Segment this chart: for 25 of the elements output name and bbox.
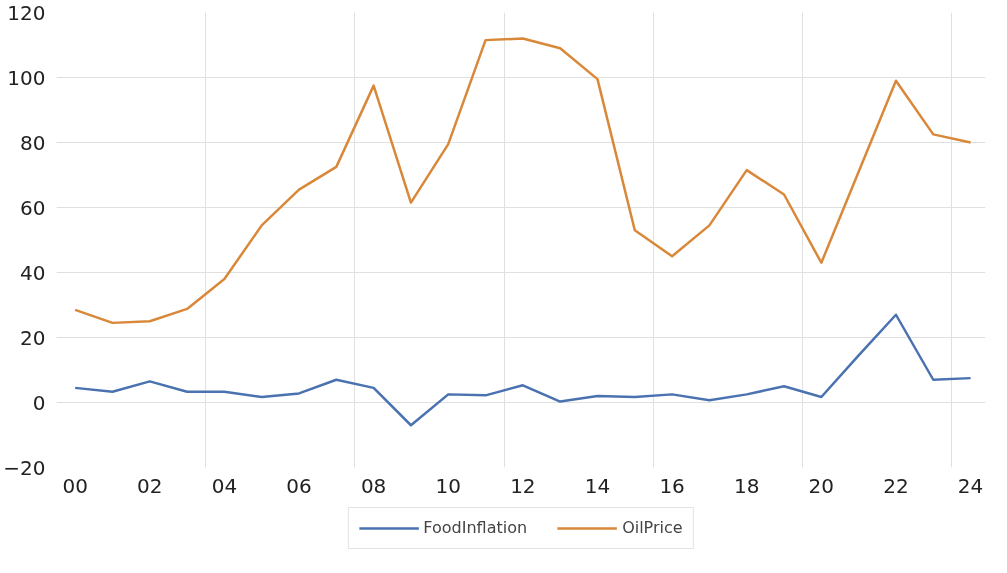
x-tick-label: 04 — [211, 473, 238, 498]
y-tick-label: 20 — [20, 325, 46, 350]
y-tick-label: 60 — [20, 195, 46, 220]
y-tick-label: 0 — [32, 390, 46, 415]
x-tick-label: 24 — [957, 473, 984, 498]
y-tick-label: 40 — [20, 260, 46, 285]
x-tick-label: 18 — [734, 473, 760, 498]
x-tick-label: 12 — [510, 473, 536, 498]
x-tick-label: 08 — [360, 473, 387, 498]
legend-label: OilPrice — [622, 518, 683, 537]
y-tick-label: −20 — [3, 455, 46, 480]
y-tick-label: 80 — [20, 130, 46, 155]
x-tick-label: 00 — [62, 473, 88, 498]
x-tick-label: 06 — [286, 473, 312, 498]
x-tick-label: 14 — [584, 473, 611, 498]
line-series — [73, 313, 972, 427]
y-tick-label: 120 — [7, 0, 46, 25]
legend-label: FoodInflation — [423, 518, 528, 537]
x-tick-label: 16 — [659, 473, 685, 498]
x-tick-label: 10 — [435, 473, 461, 498]
x-tick-label: 22 — [883, 473, 909, 498]
x-tick-label: 02 — [137, 473, 163, 498]
line-series — [73, 37, 972, 325]
y-tick-label: 100 — [7, 65, 46, 90]
x-tick-label: 20 — [808, 473, 835, 498]
